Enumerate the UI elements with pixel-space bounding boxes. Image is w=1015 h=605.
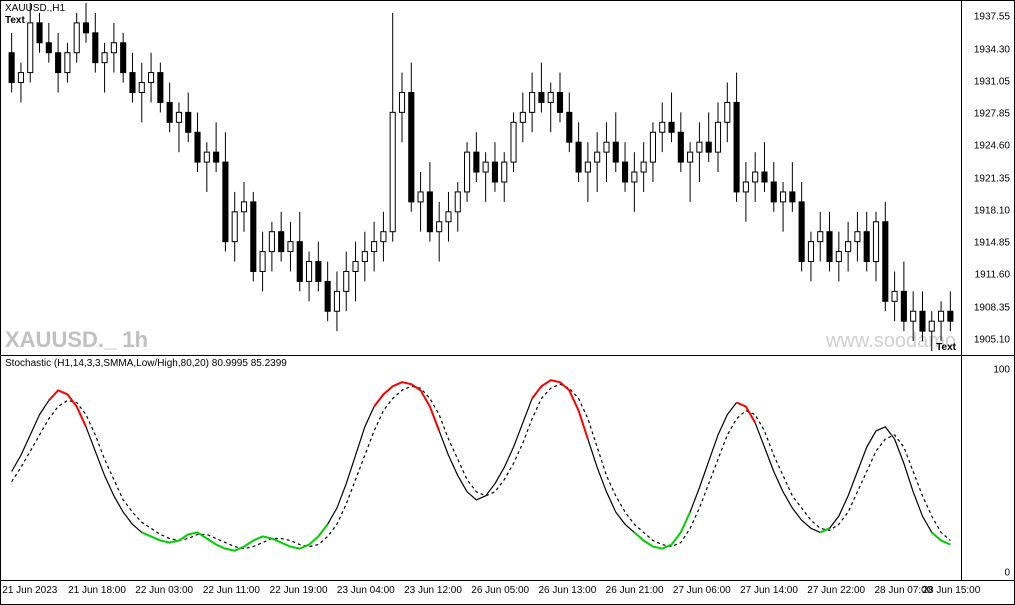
indicator-tick-label: 0 — [1004, 568, 1010, 579]
price-tick-label: 1937.55 — [974, 12, 1010, 23]
price-chart-area[interactable]: XAUUSD.,H1 Text XAUUSD._ 1h www.soodamo … — [1, 1, 961, 355]
stochastic-svg — [1, 356, 961, 581]
price-chart-panel[interactable]: XAUUSD.,H1 Text XAUUSD._ 1h www.soodamo … — [1, 1, 1014, 356]
time-tick-label: 22 Jun 03:00 — [135, 585, 193, 596]
time-tick-label: 26 Jun 05:00 — [471, 585, 529, 596]
time-tick-label: 28 Jun 15:00 — [922, 585, 980, 596]
time-tick-label: 22 Jun 11:00 — [203, 585, 260, 596]
time-tick-label: 23 Jun 12:00 — [404, 585, 462, 596]
price-tick-label: 1911.60 — [975, 270, 1010, 281]
trading-chart-window: XAUUSD.,H1 Text XAUUSD._ 1h www.soodamo … — [0, 0, 1015, 605]
price-tick-label: 1905.10 — [974, 335, 1010, 346]
time-tick-label: 27 Jun 22:00 — [807, 585, 865, 596]
price-tick-label: 1921.35 — [974, 173, 1010, 184]
time-tick-label: 27 Jun 14:00 — [740, 585, 798, 596]
indicator-chart-area[interactable]: Stochastic (H1,14,3,3,SMMA,Low/High,80,2… — [1, 356, 961, 580]
price-tick-label: 1918.10 — [974, 205, 1010, 216]
indicator-tick-label: 100 — [993, 365, 1010, 376]
price-tick-label: 1924.60 — [974, 141, 1010, 152]
price-tick-label: 1927.85 — [974, 108, 1010, 119]
price-tick-label: 1908.35 — [974, 302, 1010, 313]
indicator-panel[interactable]: Stochastic (H1,14,3,3,SMMA,Low/High,80,2… — [1, 356, 1014, 581]
price-tick-label: 1934.30 — [974, 44, 1010, 55]
time-tick-label: 26 Jun 21:00 — [606, 585, 664, 596]
time-tick-label: 22 Jun 19:00 — [270, 585, 328, 596]
candlestick-svg — [1, 1, 961, 356]
indicator-y-axis: 100 0 — [961, 356, 1014, 580]
time-tick-label: 23 Jun 04:00 — [337, 585, 395, 596]
price-tick-label: 1931.05 — [974, 77, 1010, 88]
time-x-axis: 21 Jun 2023 21 Jun 18:00 22 Jun 03:00 22 Ju… — [1, 581, 1014, 604]
time-tick-label: 26 Jun 13:00 — [538, 585, 596, 596]
price-y-axis: 1937.55 1934.30 1931.05 1927.85 1924.60 1921.… — [961, 1, 1014, 355]
time-tick-label: 27 Jun 06:00 — [673, 585, 731, 596]
time-tick-label: 21 Jun 2023 — [2, 585, 57, 596]
price-tick-label: 1914.85 — [974, 238, 1010, 249]
time-tick-label: 21 Jun 18:00 — [68, 585, 126, 596]
